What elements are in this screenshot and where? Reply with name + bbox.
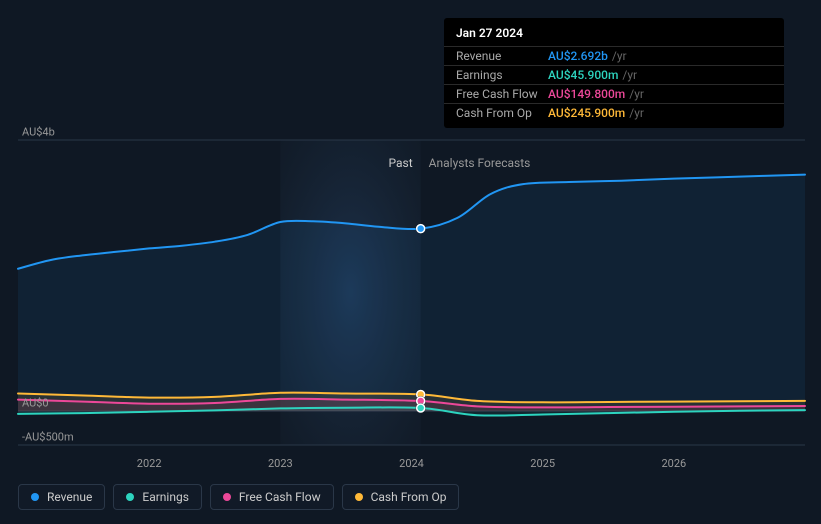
y-tick-label: AU$0 — [22, 397, 49, 410]
tooltip-row-revenue: Revenue AU$2.692b /yr — [444, 46, 784, 65]
legend-item-cfo[interactable]: Cash From Op — [342, 484, 460, 510]
tooltip-value: AU$45.900m — [548, 68, 618, 82]
legend-label: Cash From Op — [371, 490, 447, 504]
legend-dot-icon — [223, 493, 231, 501]
x-tick-label: 2022 — [137, 457, 162, 470]
tooltip-value: AU$149.800m — [548, 87, 625, 101]
tooltip-label: Revenue — [456, 49, 548, 63]
financials-chart: AU$4b AU$0 -AU$500m 2022 2023 2024 2025 … — [0, 0, 821, 524]
legend-dot-icon — [126, 493, 134, 501]
x-tick-label: 2026 — [661, 457, 686, 470]
tooltip-row-cfo: Cash From Op AU$245.900m /yr — [444, 103, 784, 122]
legend: Revenue Earnings Free Cash Flow Cash Fro… — [18, 484, 459, 510]
x-tick-label: 2025 — [530, 457, 555, 470]
tooltip-unit: /yr — [622, 68, 637, 82]
x-tick-label: 2024 — [399, 457, 424, 470]
tooltip-label: Free Cash Flow — [456, 87, 548, 101]
legend-dot-icon — [31, 493, 39, 501]
tooltip-label: Cash From Op — [456, 106, 548, 120]
tooltip-value: AU$245.900m — [548, 106, 625, 120]
legend-label: Free Cash Flow — [239, 490, 321, 504]
legend-label: Revenue — [47, 490, 92, 504]
section-label-forecast: Analysts Forecasts — [429, 156, 531, 170]
y-tick-label: -AU$500m — [22, 431, 74, 444]
legend-item-fcf[interactable]: Free Cash Flow — [210, 484, 334, 510]
chart-tooltip: Jan 27 2024 Revenue AU$2.692b /yr Earnin… — [444, 18, 784, 128]
tooltip-label: Earnings — [456, 68, 548, 82]
tooltip-row-earnings: Earnings AU$45.900m /yr — [444, 65, 784, 84]
x-tick-label: 2023 — [268, 457, 293, 470]
legend-item-revenue[interactable]: Revenue — [18, 484, 105, 510]
legend-dot-icon — [355, 493, 363, 501]
tooltip-row-fcf: Free Cash Flow AU$149.800m /yr — [444, 84, 784, 103]
legend-label: Earnings — [142, 490, 189, 504]
legend-item-earnings[interactable]: Earnings — [113, 484, 202, 510]
section-label-past: Past — [389, 156, 413, 170]
tooltip-unit: /yr — [629, 106, 644, 120]
tooltip-date: Jan 27 2024 — [444, 26, 784, 46]
tooltip-unit: /yr — [612, 49, 627, 63]
tooltip-value: AU$2.692b — [548, 49, 608, 63]
tooltip-unit: /yr — [629, 87, 644, 101]
y-tick-label: AU$4b — [22, 126, 55, 139]
